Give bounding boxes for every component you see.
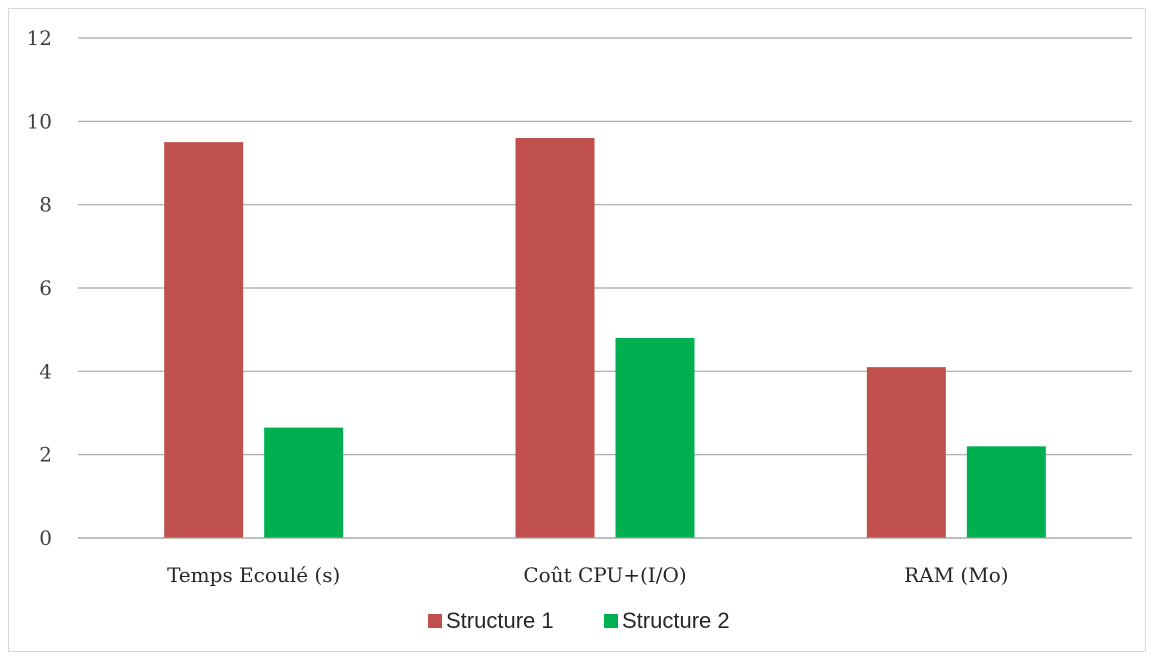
legend-swatch-2 — [604, 614, 618, 628]
bar-2-1 — [264, 427, 344, 538]
legend-label-1: Structure 1 — [446, 608, 554, 633]
legend-swatch-1 — [428, 614, 442, 628]
y-tick-label: 2 — [39, 443, 52, 467]
x-category-label: Coût CPU+(I/O) — [523, 563, 686, 587]
x-category-label: Temps Ecoulé (s) — [167, 563, 340, 587]
legend-label-2: Structure 2 — [622, 608, 730, 633]
y-tick-label: 0 — [39, 526, 52, 550]
bar-2-2 — [615, 338, 695, 538]
x-category-label: RAM (Mo) — [904, 563, 1008, 587]
y-tick-label: 6 — [39, 276, 52, 300]
bar-1-1 — [164, 142, 244, 538]
y-tick-label: 12 — [27, 26, 52, 50]
bar-1-3 — [866, 367, 946, 538]
y-tick-label: 4 — [39, 359, 52, 383]
bar-2-3 — [966, 446, 1046, 538]
y-tick-label: 8 — [39, 193, 52, 217]
x-axis-labels: Temps Ecoulé (s) Coût CPU+(I/O) RAM (Mo) — [167, 563, 1009, 587]
y-axis-ticks: 0 2 4 6 8 10 12 — [27, 26, 52, 550]
bars — [78, 138, 1132, 539]
bar-1-2 — [515, 138, 595, 538]
y-tick-label: 10 — [27, 109, 52, 133]
legend: Structure 1 Structure 2 — [428, 608, 730, 633]
